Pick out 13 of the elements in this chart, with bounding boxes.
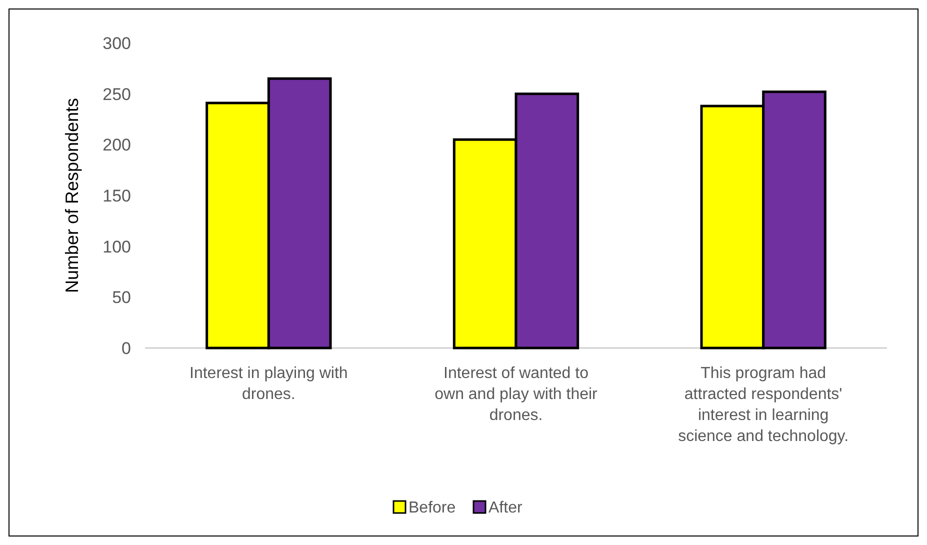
y-tick-label: 150 — [102, 186, 131, 206]
y-tick-label: 200 — [102, 136, 131, 155]
y-tick-label: 0 — [122, 338, 131, 358]
x-tick-label: Interest of wanted to own and play with their drones. — [434, 365, 598, 424]
y-axis-title: Number of Respondents — [62, 98, 82, 294]
y-tick-label: 300 — [102, 34, 131, 53]
x-tick-label: Interest in playing with drones. — [190, 365, 348, 403]
x-tick-label: This program had attracted respondents' interest in learning science and technology. — [678, 365, 849, 445]
legend-label: After — [488, 500, 523, 517]
legend-label: Before — [408, 500, 456, 517]
y-tick-label: 100 — [102, 237, 131, 256]
y-tick-label: 50 — [112, 288, 131, 308]
y-tick-label: 250 — [102, 84, 131, 104]
